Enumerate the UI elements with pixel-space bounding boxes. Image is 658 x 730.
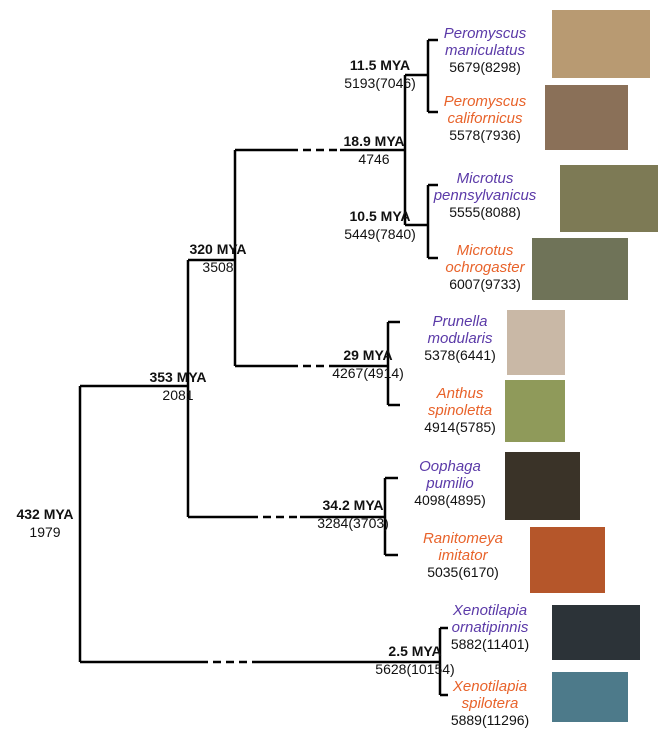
leaf-species: modularis <box>427 330 493 347</box>
leaf-species: spinoletta <box>428 402 492 419</box>
leaf-count: 5889(11296) <box>451 712 529 728</box>
node-age: 353 MYA <box>149 369 206 385</box>
leaf-genus: Oophaga <box>419 458 481 475</box>
node-count: 4746 <box>358 151 389 167</box>
labels: 432 MYA 1979 353 MYA 2081 320 MYA 3508 18.9 MY… <box>16 25 536 728</box>
node-count: 3508 <box>202 259 233 275</box>
leaf-genus: Prunella <box>432 313 487 330</box>
leaf-species: ornatipinnis <box>452 619 529 636</box>
node-age: 320 MYA <box>189 241 246 257</box>
node-count: 5193(7046) <box>344 75 416 91</box>
leaf-count: 5378(6441) <box>424 347 496 363</box>
leaf-count: 5035(6170) <box>427 564 499 580</box>
leaf-genus: Microtus <box>457 242 514 259</box>
leaf-species: spilotera <box>462 695 519 712</box>
node-age: 11.5 MYA <box>350 57 410 73</box>
photo <box>560 165 658 232</box>
photo <box>552 605 640 660</box>
leaf-count: 5882(11401) <box>451 636 529 652</box>
leaf-genus: Peromyscus <box>444 93 527 110</box>
node-count: 2081 <box>162 387 193 403</box>
leaf-count: 5578(7936) <box>449 127 521 143</box>
leaf-count: 6007(9733) <box>449 276 521 292</box>
node-age: 2.5 MYA <box>388 643 441 659</box>
leaf-species: imitator <box>438 547 488 564</box>
photo <box>532 238 628 300</box>
node-age: 29 MYA <box>343 347 392 363</box>
leaf-genus: Microtus <box>457 170 514 187</box>
leaf-count: 5679(8298) <box>449 59 521 75</box>
photo <box>505 380 565 442</box>
leaf-species: pennsylvanicus <box>433 187 537 204</box>
leaf-count: 4914(5785) <box>424 419 496 435</box>
photo <box>552 10 650 78</box>
leaf-count: 5555(8088) <box>449 204 521 220</box>
leaf-genus: Peromyscus <box>444 25 527 42</box>
leaf-genus: Xenotilapia <box>452 678 527 695</box>
leaf-species: californicus <box>447 110 523 127</box>
node-age: 34.2 MYA <box>323 497 384 513</box>
leaf-species: pumilio <box>425 475 474 492</box>
leaf-species: ochrogaster <box>445 259 525 276</box>
photo <box>552 672 628 722</box>
photo <box>507 310 565 375</box>
node-count: 4267(4914) <box>332 365 404 381</box>
photo <box>545 85 628 150</box>
photo <box>530 527 605 593</box>
node-age: 432 MYA <box>16 506 73 522</box>
node-age: 18.9 MYA <box>344 133 405 149</box>
leaf-genus: Anthus <box>436 385 484 402</box>
leaf-genus: Ranitomeya <box>423 530 503 547</box>
leaf-count: 4098(4895) <box>414 492 486 508</box>
node-count: 3284(3703) <box>317 515 389 531</box>
node-count: 1979 <box>29 524 60 540</box>
photo <box>505 452 580 520</box>
node-age: 10.5 MYA <box>350 208 411 224</box>
node-count: 5449(7840) <box>344 226 416 242</box>
phylogeny: 432 MYA 1979 353 MYA 2081 320 MYA 3508 18.9 MY… <box>0 0 658 730</box>
node-count: 5628(10154) <box>375 661 454 677</box>
leaf-genus: Xenotilapia <box>452 602 527 619</box>
leaf-species: maniculatus <box>445 42 526 59</box>
photos <box>505 10 658 722</box>
